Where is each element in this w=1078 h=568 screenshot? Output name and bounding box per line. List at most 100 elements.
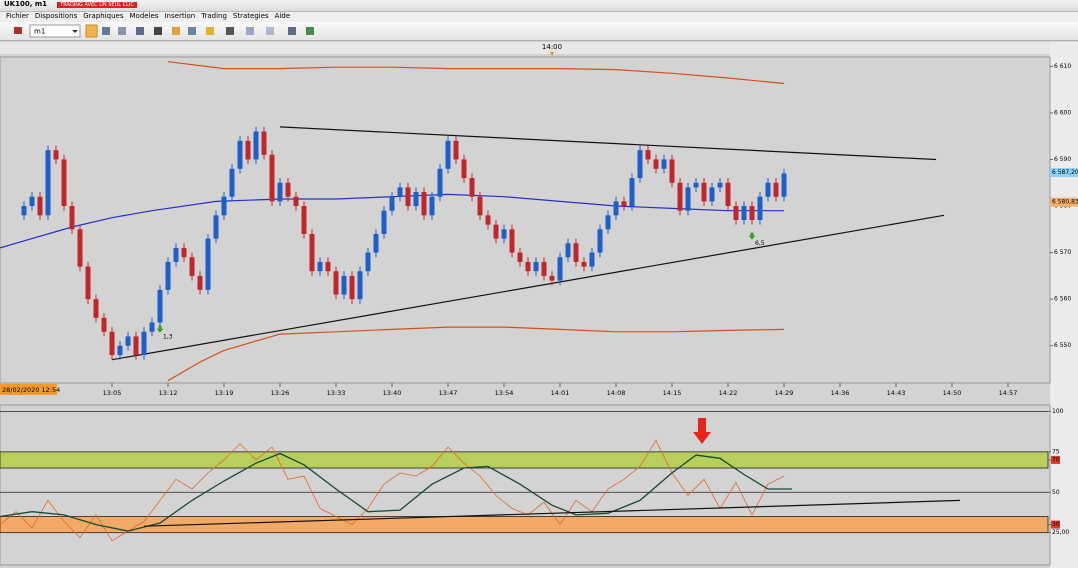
menu-item[interactable]: Dispositions xyxy=(34,12,78,20)
tool-button[interactable] xyxy=(246,27,254,35)
candle-body xyxy=(701,182,707,202)
candle-body xyxy=(757,196,763,220)
candle-body xyxy=(725,182,731,207)
x-tick-label: 14:22 xyxy=(719,389,738,397)
candle-body xyxy=(749,206,755,220)
candle-body xyxy=(405,187,411,207)
candle-body xyxy=(109,331,115,356)
candle-body xyxy=(197,275,203,290)
tool-button[interactable] xyxy=(85,24,98,38)
annotation: 6,5 xyxy=(755,240,765,247)
candle-body xyxy=(765,182,771,197)
candle-body xyxy=(709,187,715,202)
candle-body xyxy=(37,196,43,216)
candle-body xyxy=(61,159,67,207)
candle-body xyxy=(77,229,83,267)
candle-body xyxy=(533,261,539,272)
candle-body xyxy=(269,154,275,202)
y-tick-label: 6 600 xyxy=(1054,109,1071,116)
annotation: 1,3 xyxy=(163,333,173,340)
candle-body xyxy=(93,299,99,318)
candle-body xyxy=(301,206,307,234)
y-tick-label: 6 570 xyxy=(1054,249,1071,256)
x-tick-label: 14:15 xyxy=(663,389,682,397)
y-tick-label: 50 xyxy=(1052,489,1060,496)
candle-body xyxy=(229,168,235,197)
zone xyxy=(0,451,1049,469)
candle-body xyxy=(397,187,403,197)
candle-body xyxy=(157,289,163,323)
tool-button[interactable] xyxy=(288,27,296,35)
candle-body xyxy=(517,252,523,262)
tool-button[interactable] xyxy=(102,27,110,35)
tool-button[interactable] xyxy=(206,27,214,35)
candle-body xyxy=(333,271,339,295)
menu-item[interactable]: Aide xyxy=(274,12,291,20)
tool-button[interactable] xyxy=(172,27,180,35)
candle-body xyxy=(717,182,723,188)
tool-button[interactable] xyxy=(188,27,196,35)
tool-button[interactable] xyxy=(266,27,274,35)
candle-body xyxy=(349,275,355,300)
chart-bg xyxy=(0,42,1078,568)
candle-body xyxy=(285,182,291,197)
toolbar: m1 xyxy=(0,22,1078,41)
x-tick-label: 14:57 xyxy=(999,389,1018,397)
signal-arrow xyxy=(693,418,711,444)
price-frame xyxy=(0,56,1051,384)
candle-body xyxy=(381,210,387,234)
candle-body xyxy=(589,252,595,267)
symbol-icon[interactable] xyxy=(14,27,22,34)
candle-body xyxy=(101,317,107,332)
price-label: 6 587,20 xyxy=(1052,169,1078,176)
candle-body xyxy=(117,345,123,356)
tool-button[interactable] xyxy=(226,27,234,35)
candle-body xyxy=(181,247,187,258)
line xyxy=(0,193,784,249)
candle-body xyxy=(645,150,651,160)
zone xyxy=(0,516,1049,534)
price-label: 6 580,83 xyxy=(1052,199,1078,206)
menu-item[interactable]: Graphiques xyxy=(83,12,124,20)
candle-body xyxy=(261,131,267,155)
menu-item[interactable]: Strategies xyxy=(232,12,269,20)
x-tick-label: 13:33 xyxy=(327,389,346,397)
candle-body xyxy=(685,187,691,211)
candle-body xyxy=(581,261,587,267)
candle-body xyxy=(141,331,147,356)
timeframe: m1 xyxy=(34,28,45,36)
candle-body xyxy=(501,229,507,239)
candle-body xyxy=(621,201,627,207)
candle-body xyxy=(693,182,699,188)
candle-body xyxy=(477,196,483,216)
candle-body xyxy=(445,140,451,169)
one-click-badge[interactable]: TRADING AVEC UN SEUL CLIC xyxy=(57,2,137,8)
tool-button[interactable] xyxy=(154,27,162,35)
tool-button[interactable] xyxy=(118,27,126,35)
timeframe-select[interactable] xyxy=(29,24,81,38)
x-tick-label: 14:43 xyxy=(887,389,906,397)
y-tick-label: 6 550 xyxy=(1054,342,1071,349)
y-tick-label: 6 610 xyxy=(1054,63,1071,70)
y-tick-label: 6 560 xyxy=(1054,296,1071,303)
menu-item[interactable]: Modeles xyxy=(129,12,159,20)
candle-body xyxy=(733,206,739,220)
window-title: UK100, m1 xyxy=(4,0,47,8)
menu-item[interactable]: Trading xyxy=(201,12,227,20)
candle-body xyxy=(373,233,379,253)
price-axis-bg xyxy=(1050,42,1078,568)
tool-button[interactable] xyxy=(306,27,314,35)
x-tick-label: 13:12 xyxy=(159,389,178,397)
menu-item[interactable]: Insertion xyxy=(164,12,196,20)
x-tick-label: 14:01 xyxy=(551,389,570,397)
start-label-bg xyxy=(0,384,57,395)
menu-item[interactable]: Fichier xyxy=(6,12,29,20)
candle-body xyxy=(389,196,395,211)
tool-button[interactable] xyxy=(136,27,144,35)
candle-body xyxy=(317,261,323,272)
candle-body xyxy=(669,159,675,183)
